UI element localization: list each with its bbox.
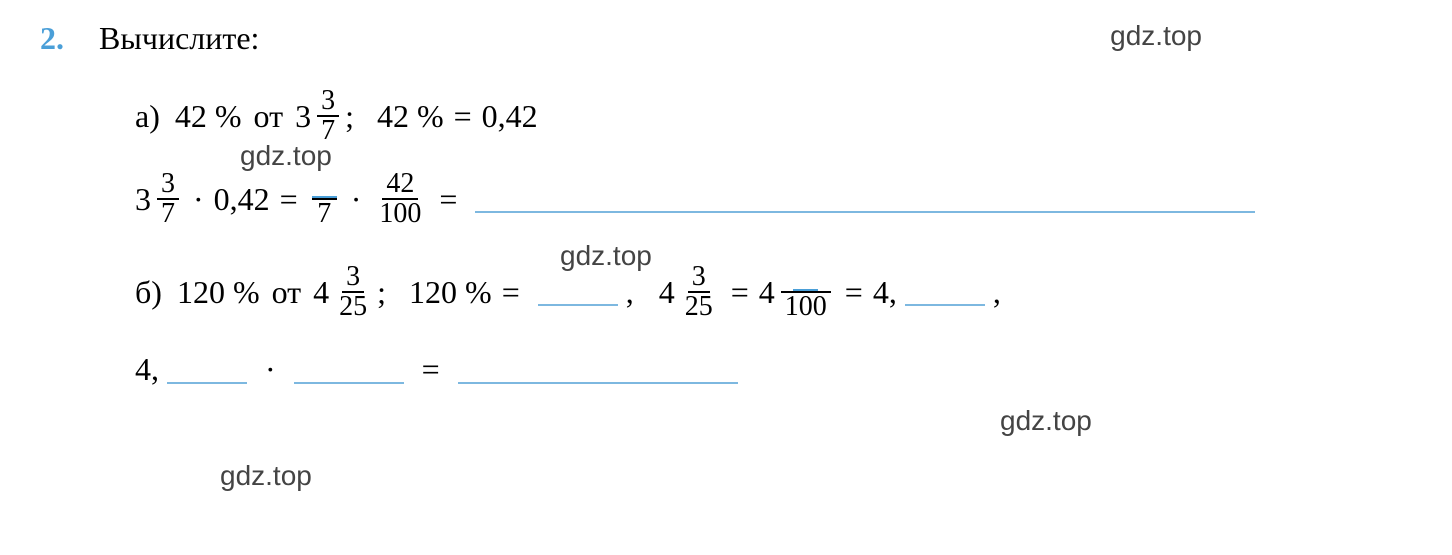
percent-text: 42 %	[175, 98, 242, 135]
fraction-blank-num: 100	[781, 263, 831, 321]
fraction-denominator: 100	[375, 200, 425, 228]
fraction-denominator: 25	[681, 293, 717, 321]
equals-sign: =	[731, 274, 749, 311]
equals-sign: =	[422, 351, 440, 388]
blank-answer[interactable]	[458, 356, 738, 384]
watermark: gdz.top	[1110, 20, 1202, 52]
part-a-label: а)	[135, 98, 160, 135]
watermark: gdz.top	[220, 460, 312, 492]
decimal-prefix: 4,	[135, 351, 159, 388]
part-b-label: б)	[135, 274, 162, 311]
equals-sign: =	[454, 98, 472, 135]
fraction-denominator: 100	[781, 293, 831, 321]
fraction: 3 25	[681, 263, 717, 321]
part-a-line1: а) 42 % от 3 3 7 ; 42 % = 0,42	[135, 87, 1412, 145]
decimal-value: 0,42	[214, 181, 270, 218]
mixed-whole: 4	[759, 274, 775, 311]
of-word: от	[272, 274, 302, 311]
part-b-line1: б) 120 % от 4 3 25 ; 120 % = , 4 3 25 = …	[135, 263, 1412, 321]
equals-sign: =	[439, 181, 457, 218]
percent-text: 120 %	[409, 274, 492, 311]
fraction-numerator: 42	[382, 170, 418, 200]
mixed-whole: 4	[659, 274, 675, 311]
problem-header: 2. Вычислите:	[40, 20, 1412, 57]
mixed-whole: 3	[295, 98, 311, 135]
semicolon: ;	[345, 98, 354, 135]
part-b-line2: 4, · =	[135, 351, 1412, 388]
fraction: 3 7	[317, 87, 339, 145]
watermark: gdz.top	[560, 240, 652, 272]
fraction: 3 25	[335, 263, 371, 321]
problem-number: 2.	[40, 20, 64, 57]
comma: ,	[993, 274, 1001, 311]
mixed-whole: 4	[313, 274, 329, 311]
comma: ,	[626, 274, 634, 311]
blank-field[interactable]	[294, 356, 404, 384]
blank-answer[interactable]	[475, 185, 1255, 213]
watermark: gdz.top	[240, 140, 332, 172]
multiply-sign: ·	[193, 181, 204, 218]
fraction-blank-num: 7	[312, 170, 337, 228]
of-word: от	[254, 98, 284, 135]
fraction-numerator: 3	[317, 87, 339, 117]
blank-field[interactable]	[167, 356, 247, 384]
equals-sign: =	[845, 274, 863, 311]
blank-numerator[interactable]	[312, 170, 337, 198]
watermark: gdz.top	[1000, 405, 1092, 437]
fraction-numerator: 3	[342, 263, 364, 293]
percent-text: 42 %	[377, 98, 444, 135]
fraction-numerator: 3	[688, 263, 710, 293]
blank-numerator[interactable]	[793, 263, 818, 291]
semicolon: ;	[377, 274, 386, 311]
multiply-sign: ·	[351, 181, 362, 218]
part-a-line2: 3 3 7 · 0,42 = 7 · 42 100 =	[135, 170, 1412, 228]
problem-title: Вычислите:	[99, 20, 259, 57]
fraction-denominator: 7	[157, 200, 179, 228]
equals-sign: =	[502, 274, 520, 311]
fraction-numerator: 3	[157, 170, 179, 200]
percent-text: 120 %	[177, 274, 260, 311]
fraction: 42 100	[375, 170, 425, 228]
fraction: 3 7	[157, 170, 179, 228]
decimal-prefix: 4,	[873, 274, 897, 311]
fraction-denominator: 7	[313, 200, 335, 228]
decimal-value: 0,42	[482, 98, 538, 135]
equals-sign: =	[280, 181, 298, 218]
blank-field[interactable]	[905, 278, 985, 306]
blank-field[interactable]	[538, 278, 618, 306]
mixed-whole: 3	[135, 181, 151, 218]
multiply-sign: ·	[265, 351, 276, 388]
fraction-denominator: 25	[335, 293, 371, 321]
